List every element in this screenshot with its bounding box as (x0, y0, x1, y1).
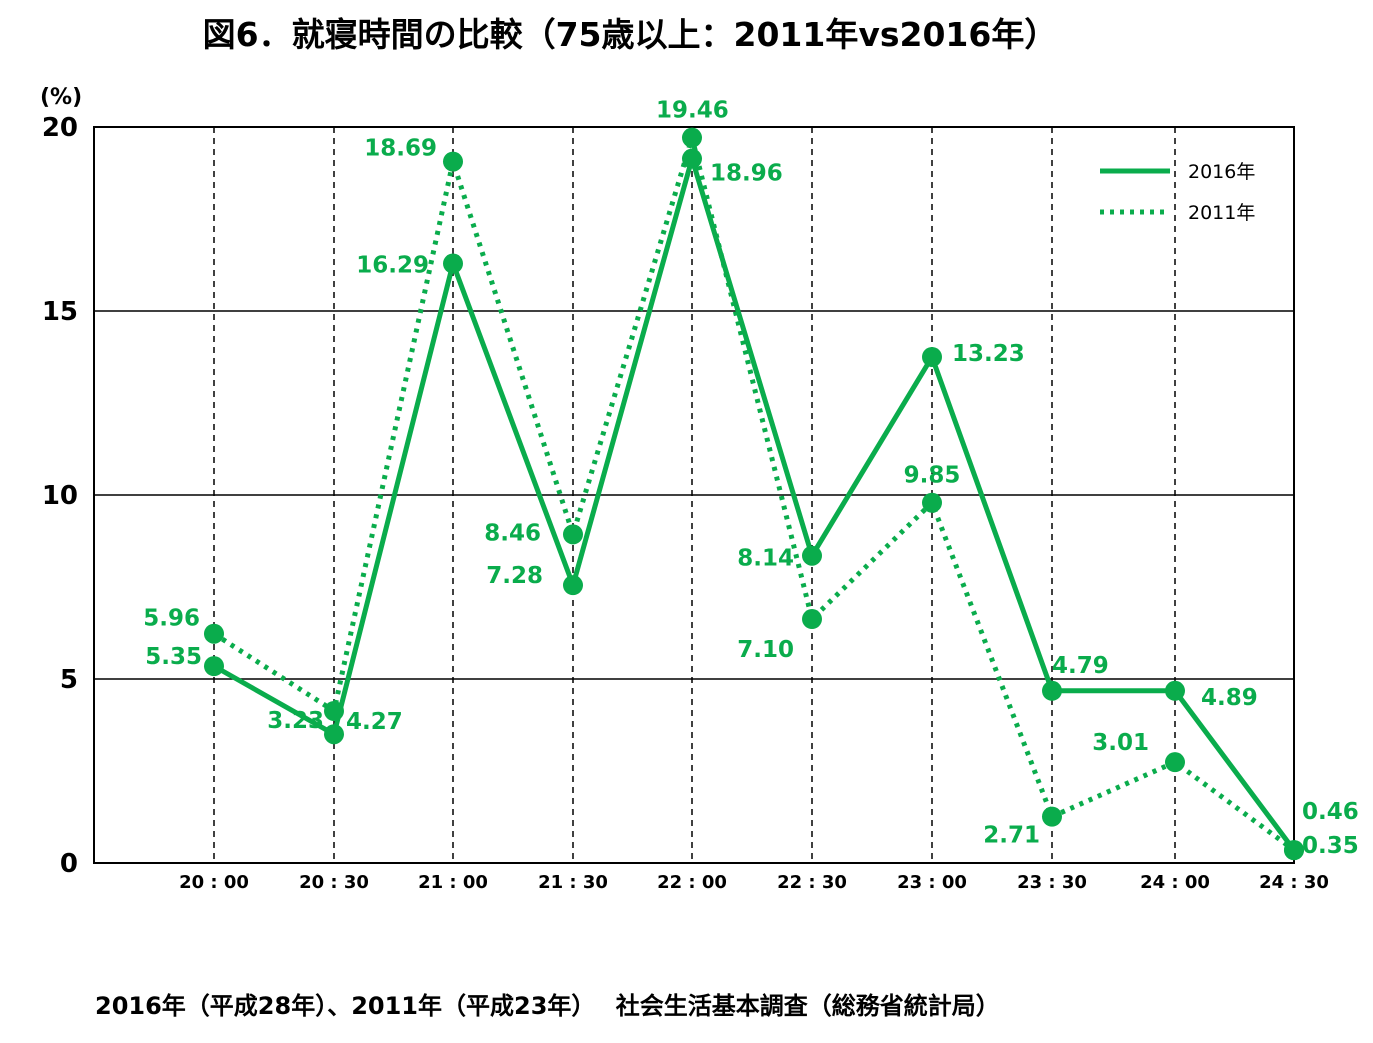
data-point-2011 (563, 524, 583, 545)
x-tick-label: 20 : 30 (299, 872, 369, 893)
data-label-2016: 7.28 (486, 563, 543, 589)
data-point-2011 (922, 492, 942, 513)
y-tick-label: 5 (60, 665, 78, 695)
y-tick-label: 10 (42, 481, 78, 511)
series-line-2016 (212, 156, 1297, 852)
data-label-2011: 3.01 (1092, 730, 1149, 756)
data-label-2016: 4.79 (1052, 653, 1109, 679)
x-tick-label: 22 : 00 (657, 872, 727, 893)
data-label-2011: 0.46 (1302, 799, 1359, 825)
data-label-2011: 5.96 (143, 606, 200, 632)
data-point-2016 (1284, 840, 1304, 861)
data-label-2011: 7.10 (737, 637, 794, 663)
data-point-2016 (204, 656, 224, 677)
x-tick-label: 20 : 00 (179, 872, 249, 893)
x-tick-label: 23 : 30 (1017, 872, 1087, 893)
data-label-2011: 9.85 (904, 463, 961, 489)
data-label-layer: 5.35 3.23 16.29 7.28 18.96 8.14 13.23 4.79 4.89 0… (143, 98, 1359, 859)
data-point-2016 (324, 724, 344, 745)
data-point-2011 (802, 609, 822, 630)
series-line-2011 (212, 135, 1296, 853)
data-label-2016: 5.35 (145, 644, 202, 670)
y-tick-label: 15 (42, 297, 78, 327)
data-label-2011: 8.46 (484, 520, 541, 546)
data-point-2011 (1165, 752, 1185, 773)
data-point-2016 (682, 148, 702, 169)
data-point-2016 (443, 253, 463, 274)
x-tick-label: 21 : 30 (538, 872, 608, 893)
data-point-2011 (1042, 806, 1062, 827)
data-label-2011: 4.27 (346, 709, 403, 735)
data-point-2016 (922, 347, 942, 367)
data-label-2016: 4.89 (1201, 685, 1258, 711)
x-tick-label: 23 : 00 (897, 872, 967, 893)
x-tick-label: 21 : 00 (418, 872, 488, 893)
data-label-2011: 2.71 (983, 823, 1040, 849)
x-tick-label: 24 : 00 (1140, 872, 1210, 893)
y-tick-label: 20 (42, 113, 78, 143)
data-label-2016: 18.96 (710, 161, 783, 187)
y-unit-label: (%) (40, 85, 82, 110)
axis-layer: 0 5 10 15 20 20 : 00 20 : 30 21 : 00 21 : 30 22 :… (40, 85, 1329, 893)
legend-label-2016: 2016年 (1188, 161, 1255, 183)
x-tick-label: 22 : 30 (777, 872, 847, 893)
legend-label-2011: 2011年 (1188, 202, 1255, 224)
chart-title: 図6．就寝時間の比較（75歳以上：2011年vs2016年） (202, 15, 1058, 54)
data-point-2016 (1165, 680, 1185, 701)
data-point-2011 (443, 151, 463, 172)
data-label-2011: 18.69 (364, 136, 437, 162)
data-label-2016: 16.29 (356, 253, 429, 279)
source-note: 2016年（平成28年）、2011年（平成23年） 社会生活基本調査（総務省統計… (95, 992, 1000, 1020)
series-layer (204, 127, 1304, 861)
data-label-2016: 0.35 (1302, 833, 1359, 859)
data-label-2016: 8.14 (737, 546, 794, 572)
legend: 2016年 2011年 (1100, 161, 1255, 224)
data-point-2011 (204, 623, 224, 644)
data-label-2011: 19.46 (656, 98, 729, 124)
x-tick-label: 24 : 30 (1259, 872, 1329, 893)
data-label-2016: 13.23 (952, 341, 1025, 367)
data-point-2016 (563, 575, 583, 596)
data-point-2016 (1042, 680, 1062, 701)
y-tick-label: 0 (60, 849, 78, 879)
data-point-2016 (802, 545, 822, 566)
data-point-2011 (682, 127, 702, 148)
data-label-2016: 3.23 (267, 708, 324, 734)
grid-layer (93, 126, 1295, 864)
